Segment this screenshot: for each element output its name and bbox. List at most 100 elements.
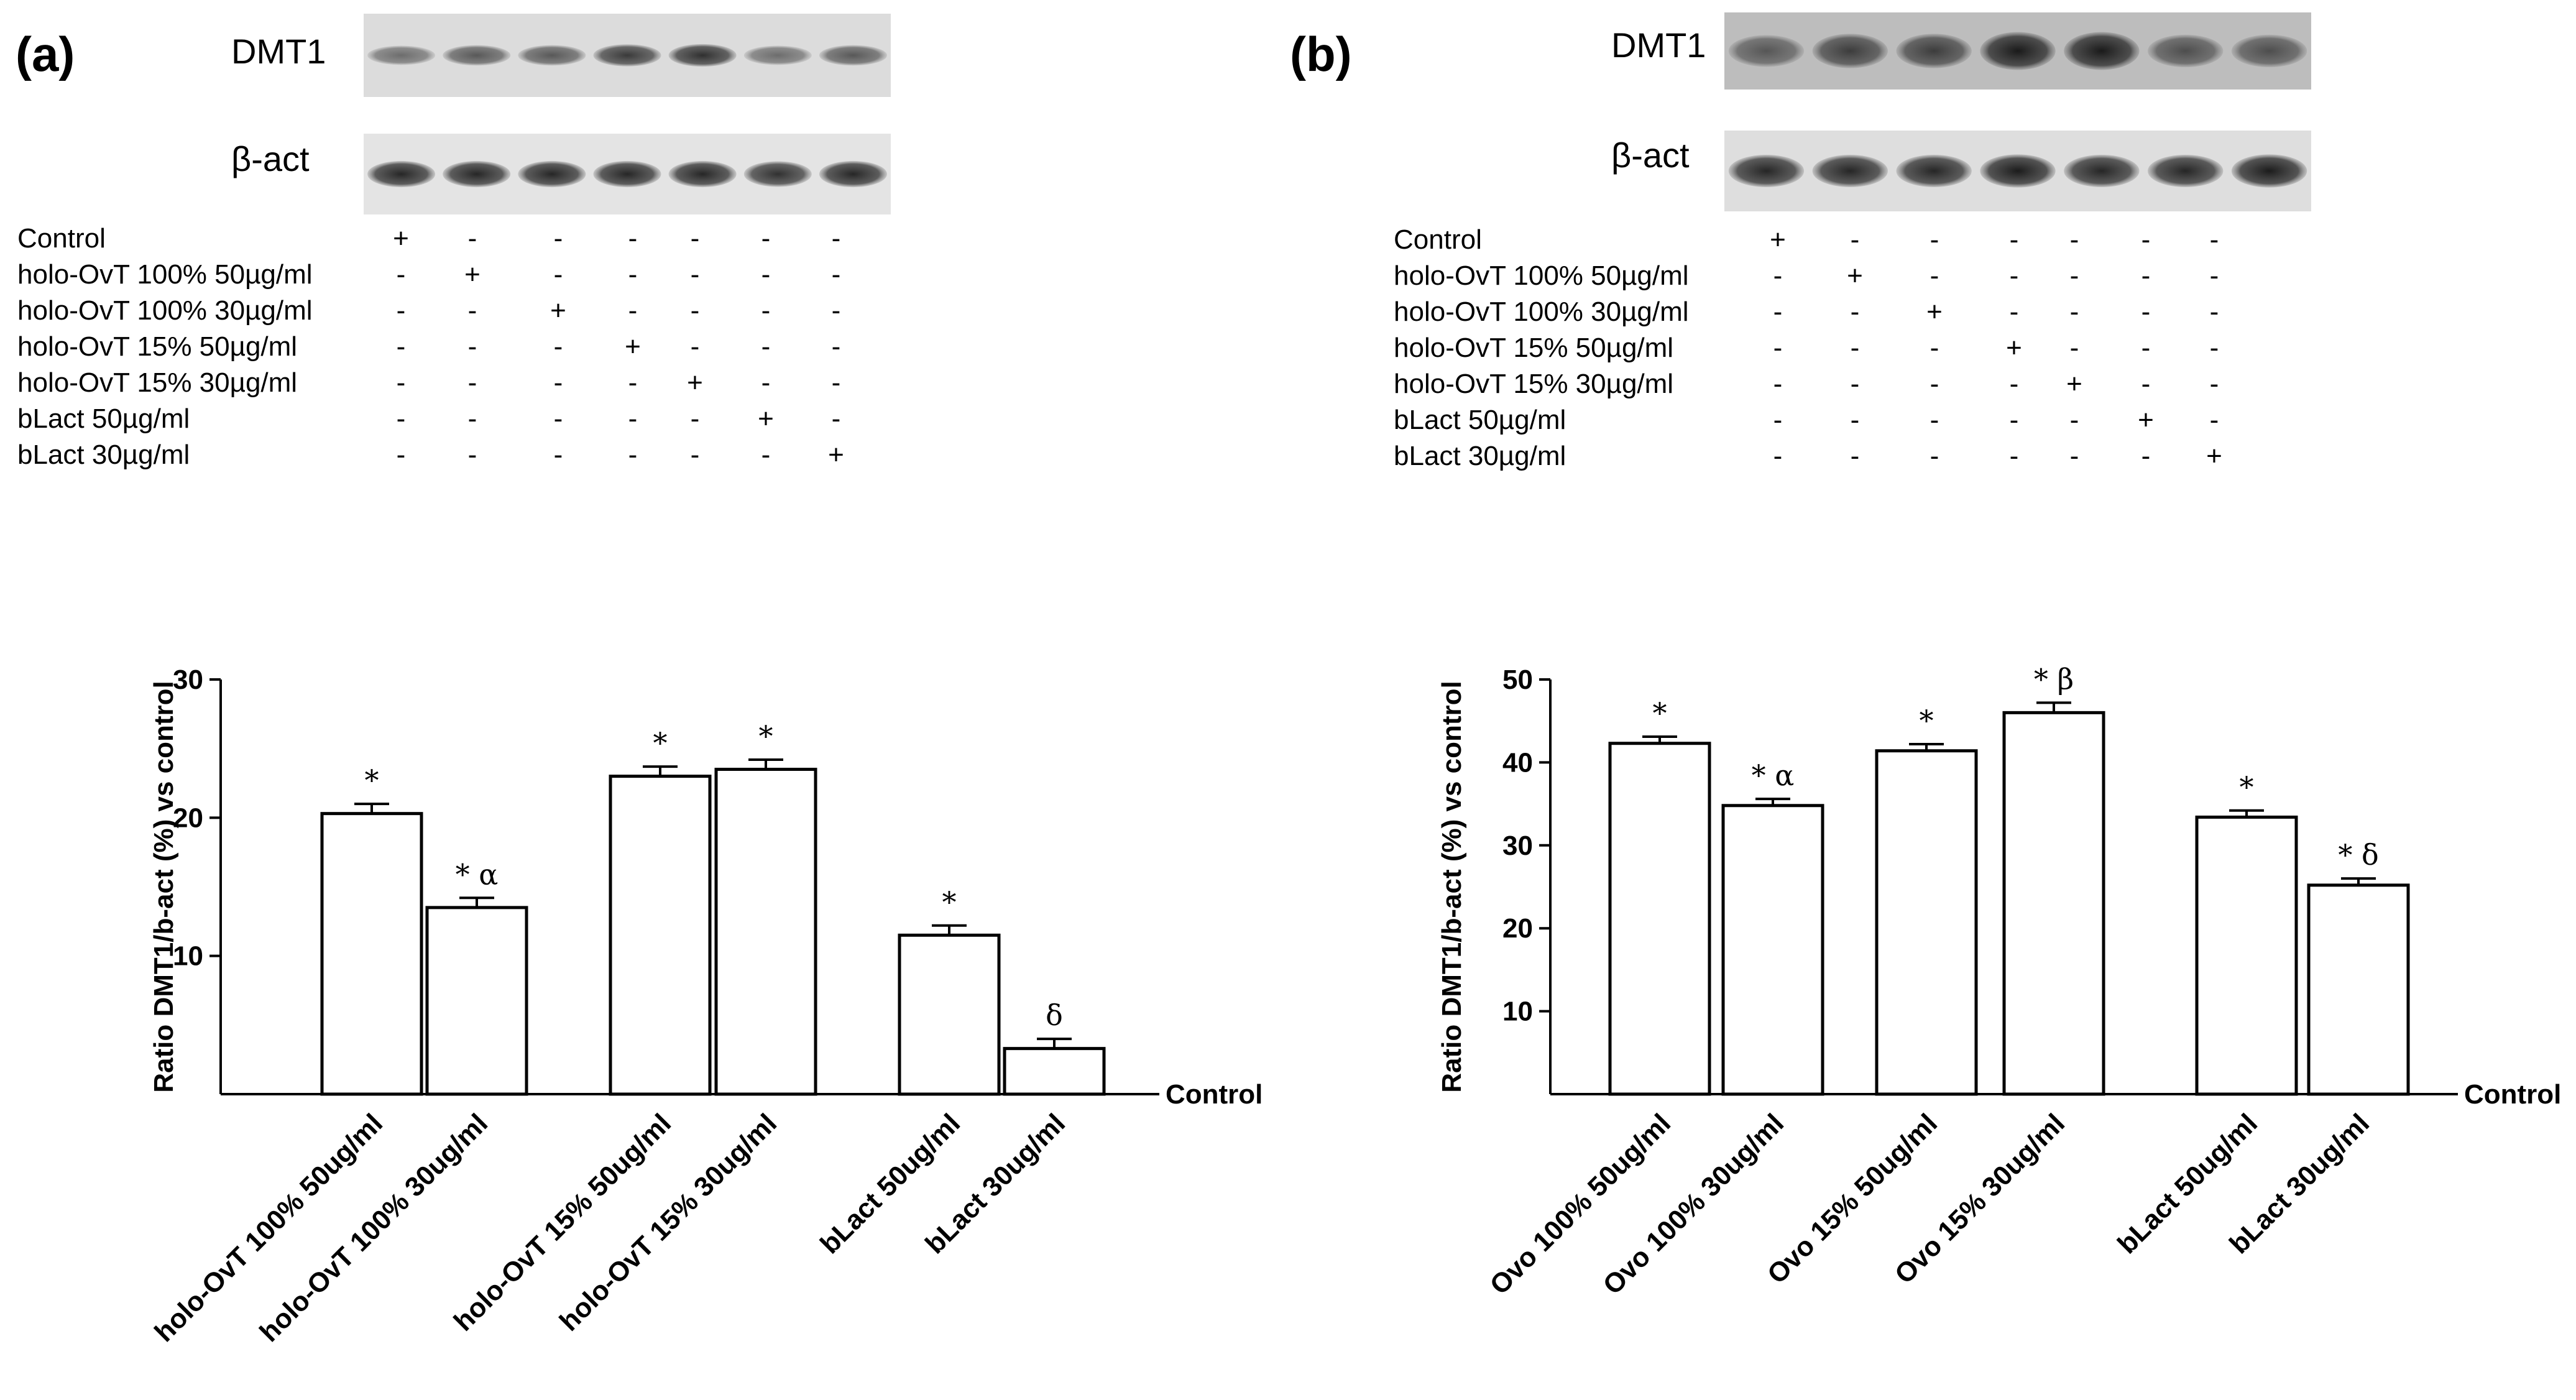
condition-mark: - <box>1930 333 1939 363</box>
condition-label: bLact 30µg/ml <box>17 440 190 470</box>
significance-annotation: * <box>365 763 379 797</box>
condition-mark: - <box>1930 441 1939 471</box>
condition-mark: - <box>467 223 477 254</box>
condition-mark: - <box>1850 441 1860 471</box>
category-label: Ovo 100% 50ug/ml <box>1484 1108 1677 1301</box>
significance-annotation: * <box>1920 704 1934 737</box>
bar <box>714 768 817 1096</box>
condition-mark: + <box>625 331 641 362</box>
condition-mark: - <box>1850 333 1860 363</box>
y-tick-label: 10 <box>1502 997 1533 1027</box>
condition-mark: - <box>628 223 638 254</box>
condition-mark: - <box>2209 333 2219 363</box>
y-tick-label: 10 <box>173 941 203 972</box>
bar <box>1003 1047 1106 1096</box>
condition-mark: + <box>2206 441 2222 471</box>
actin-band <box>743 161 812 187</box>
condition-mark: - <box>1930 260 1939 291</box>
significance-annotation: * <box>2240 770 2254 804</box>
condition-mark: - <box>628 440 638 470</box>
bar <box>898 933 1001 1096</box>
dmt1-band <box>443 45 511 66</box>
condition-label: holo-OvT 100% 50µg/ml <box>17 259 313 290</box>
condition-mark: + <box>464 259 481 290</box>
actin-band <box>1980 154 2056 188</box>
condition-mark: - <box>2209 224 2219 255</box>
dmt1-label: DMT1 <box>231 32 326 71</box>
actin-blot-image <box>1724 131 2311 211</box>
actin-label: β-act <box>231 139 310 178</box>
condition-mark: - <box>628 259 638 290</box>
condition-label: Control <box>17 223 106 254</box>
condition-mark: - <box>690 440 700 470</box>
condition-label: holo-OvT 15% 50µg/ml <box>1394 333 1674 363</box>
condition-mark: - <box>1773 441 1783 471</box>
bar <box>425 906 528 1096</box>
condition-mark: + <box>2066 369 2082 399</box>
condition-mark: - <box>690 223 700 254</box>
dmt1-band <box>1980 32 2056 70</box>
condition-mark: + <box>1926 297 1943 327</box>
dmt1-band <box>518 45 586 66</box>
condition-mark: - <box>2209 369 2219 399</box>
condition-mark: - <box>831 331 841 362</box>
condition-mark: - <box>2141 260 2151 291</box>
significance-annotation: * α <box>1752 758 1795 792</box>
condition-mark: - <box>2069 405 2079 435</box>
condition-label: bLact 50µg/ml <box>1394 405 1566 435</box>
condition-mark: + <box>828 440 844 470</box>
condition-mark: + <box>550 295 566 326</box>
condition-mark: - <box>1850 224 1860 255</box>
condition-mark: - <box>396 367 406 398</box>
condition-mark: - <box>690 295 700 326</box>
condition-mark: - <box>2209 297 2219 327</box>
condition-label: holo-OvT 100% 30µg/ml <box>1394 297 1689 327</box>
condition-mark: - <box>2069 260 2079 291</box>
bar <box>1721 804 1824 1096</box>
condition-mark: + <box>393 223 409 254</box>
condition-mark: - <box>396 331 406 362</box>
y-axis-label: Ratio DMT1/b-act (%) vs control <box>1437 681 1467 1093</box>
significance-annotation: * α <box>456 857 499 891</box>
condition-mark: - <box>396 403 406 434</box>
dmt1-band <box>668 44 737 67</box>
actin-band <box>2064 154 2140 188</box>
condition-mark: - <box>761 295 771 326</box>
condition-mark: - <box>761 223 771 254</box>
y-tick-label: 30 <box>1502 831 1533 861</box>
condition-mark: - <box>1773 297 1783 327</box>
condition-mark: - <box>2069 297 2079 327</box>
condition-mark: - <box>467 331 477 362</box>
y-tick-label: 40 <box>1502 747 1533 778</box>
bar <box>320 812 423 1096</box>
bar <box>2307 883 2410 1096</box>
actin-blot-image <box>364 134 891 214</box>
baseline-control-label: Control <box>2464 1079 2561 1110</box>
dmt1-blot-image <box>1724 12 2311 90</box>
condition-mark: - <box>2069 441 2079 471</box>
condition-mark: - <box>690 331 700 362</box>
actin-band <box>593 160 661 188</box>
y-axis-label: Ratio DMT1/b-act (%) vs control <box>149 681 179 1093</box>
dmt1-label: DMT1 <box>1611 25 1706 65</box>
condition-mark: - <box>553 440 563 470</box>
condition-mark: - <box>2141 369 2151 399</box>
bar <box>1875 749 1978 1096</box>
condition-mark: - <box>553 403 563 434</box>
condition-mark: - <box>2009 224 2019 255</box>
condition-mark: - <box>1930 369 1939 399</box>
significance-annotation: * <box>759 719 773 753</box>
dmt1-band <box>819 45 887 66</box>
condition-mark: - <box>1773 369 1783 399</box>
bar <box>2002 711 2105 1096</box>
condition-label: holo-OvT 100% 30µg/ml <box>17 295 313 326</box>
category-label: holo-OvT 15% 50ug/ml <box>448 1108 677 1337</box>
condition-mark: - <box>396 440 406 470</box>
y-tick-label: 20 <box>173 803 203 833</box>
condition-mark: - <box>831 295 841 326</box>
baseline-control-label: Control <box>1166 1079 1263 1110</box>
bar-chart-b: 10 20 30 40 50 Ratio DMT1/b-act (%) vs contro… <box>1437 662 2561 1301</box>
condition-mark: - <box>1850 369 1860 399</box>
dmt1-band <box>743 45 812 65</box>
significance-annotation: * <box>653 726 668 760</box>
